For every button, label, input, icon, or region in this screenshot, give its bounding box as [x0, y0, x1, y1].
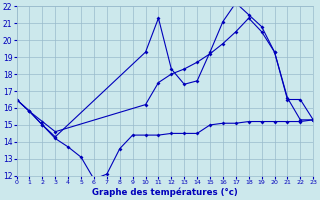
X-axis label: Graphe des températures (°c): Graphe des températures (°c) — [92, 188, 238, 197]
